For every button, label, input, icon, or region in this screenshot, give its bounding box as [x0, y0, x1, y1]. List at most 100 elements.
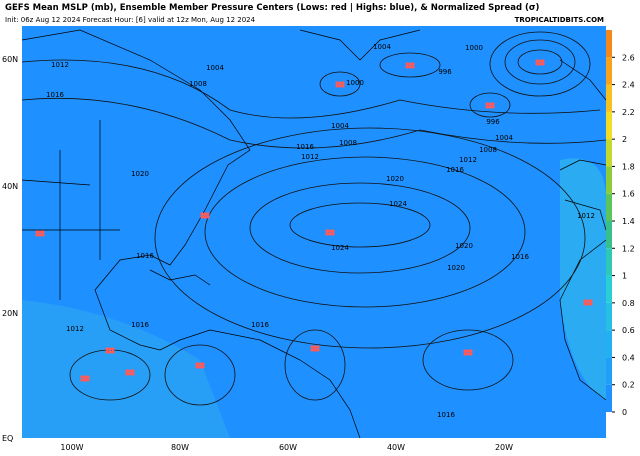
- low-marker: [38, 233, 42, 237]
- low-marker: [313, 345, 317, 349]
- low-marker: [203, 212, 207, 216]
- low-marker: [198, 365, 202, 369]
- lon-label: 20W: [495, 443, 513, 452]
- low-marker: [411, 62, 415, 66]
- colorbar-segment: [606, 57, 612, 85]
- low-marker: [586, 299, 590, 303]
- contour-label: 1016: [446, 166, 464, 174]
- low-marker: [338, 84, 342, 88]
- low-marker: [316, 345, 320, 349]
- contour-label: 1012: [459, 156, 477, 164]
- colorbar-tick-label: 0.2: [622, 381, 635, 390]
- contour-label: 1024: [389, 200, 407, 208]
- low-marker: [338, 81, 342, 85]
- low-marker: [201, 365, 205, 369]
- contour-label: 1020: [447, 264, 465, 272]
- colorbar-segment: [606, 221, 612, 249]
- lon-label: 40W: [387, 443, 405, 452]
- low-marker: [195, 365, 199, 369]
- subtitle: Init: 06z Aug 12 2024 Forecast Hour: [6]…: [5, 16, 256, 24]
- contour-label: 1020: [455, 242, 473, 250]
- low-marker: [335, 81, 339, 85]
- low-marker: [469, 352, 473, 356]
- low-marker: [325, 232, 329, 236]
- contour-label: 1020: [131, 170, 149, 178]
- contour-label: 1008: [479, 146, 497, 154]
- contour-label: 1012: [301, 153, 319, 161]
- contour-label: 1016: [251, 321, 269, 329]
- contour-label: 1016: [136, 252, 154, 260]
- low-marker: [491, 102, 495, 106]
- low-marker: [83, 378, 87, 382]
- low-marker: [41, 230, 45, 234]
- low-marker: [111, 347, 115, 351]
- low-marker: [466, 349, 470, 353]
- low-marker: [313, 348, 317, 352]
- low-marker: [535, 59, 539, 63]
- low-marker: [128, 369, 132, 373]
- low-marker: [35, 233, 39, 237]
- low-marker: [488, 102, 492, 106]
- colorbar-segment: [606, 166, 612, 194]
- colorbar-tick-label: 2.6: [622, 53, 635, 62]
- low-marker: [38, 230, 42, 234]
- contour-label: 1012: [51, 61, 69, 69]
- lat-label: EQ: [2, 434, 13, 443]
- low-marker: [328, 229, 332, 233]
- low-marker: [335, 84, 339, 88]
- low-marker: [583, 302, 587, 306]
- low-marker: [589, 302, 593, 306]
- colorbar-segment: [606, 302, 612, 331]
- contour-label: 1004: [331, 122, 349, 130]
- isobars: [21, 31, 607, 406]
- colorbar-tick-label: 2: [622, 135, 627, 144]
- contour-label: 1016: [437, 411, 455, 419]
- lat-label: 40N: [2, 182, 18, 191]
- low-marker: [341, 81, 345, 85]
- colorbar-segment: [606, 357, 612, 385]
- colorbar-tick-label: 0.4: [622, 353, 635, 362]
- low-marker: [491, 105, 495, 109]
- contour-label: 1004: [373, 43, 391, 51]
- low-marker: [586, 302, 590, 306]
- low-marker: [463, 352, 467, 356]
- colorbar-tick-label: 1.4: [622, 217, 635, 226]
- colorbar-segment: [606, 248, 612, 276]
- contour-label: 1016: [46, 91, 64, 99]
- low-marker: [206, 215, 210, 219]
- low-marker: [325, 229, 329, 233]
- low-marker: [341, 84, 345, 88]
- low-marker: [83, 375, 87, 379]
- colorbar-tick-label: 1.6: [622, 190, 635, 199]
- contour-label: 1016: [131, 321, 149, 329]
- lon-label: 60W: [279, 443, 297, 452]
- low-marker: [535, 62, 539, 66]
- contour-label: 1000: [465, 44, 483, 52]
- contour-label: 1012: [66, 325, 84, 333]
- spread-shading: [22, 158, 606, 438]
- colorbar-segment: [606, 111, 612, 140]
- contour-label: 996: [486, 118, 500, 126]
- low-marker: [125, 372, 129, 376]
- low-marker: [589, 299, 593, 303]
- low-marker: [206, 212, 210, 216]
- low-marker: [331, 229, 335, 233]
- low-marker: [35, 230, 39, 234]
- colorbar-tick-label: 0.8: [622, 299, 635, 308]
- low-marker: [541, 59, 545, 63]
- colorbar-segment: [606, 275, 612, 303]
- low-marker: [538, 59, 542, 63]
- low-marker: [541, 62, 545, 66]
- low-marker: [108, 347, 112, 351]
- contour-label: 1008: [339, 139, 357, 147]
- low-marker: [328, 232, 332, 236]
- low-marker: [411, 65, 415, 69]
- contour-label: 1004: [206, 64, 224, 72]
- colorbar-segment: [606, 193, 612, 221]
- low-marker: [195, 362, 199, 366]
- low-marker: [469, 349, 473, 353]
- contour-label: 1012: [577, 212, 595, 220]
- low-marker: [201, 362, 205, 366]
- low-marker: [463, 349, 467, 353]
